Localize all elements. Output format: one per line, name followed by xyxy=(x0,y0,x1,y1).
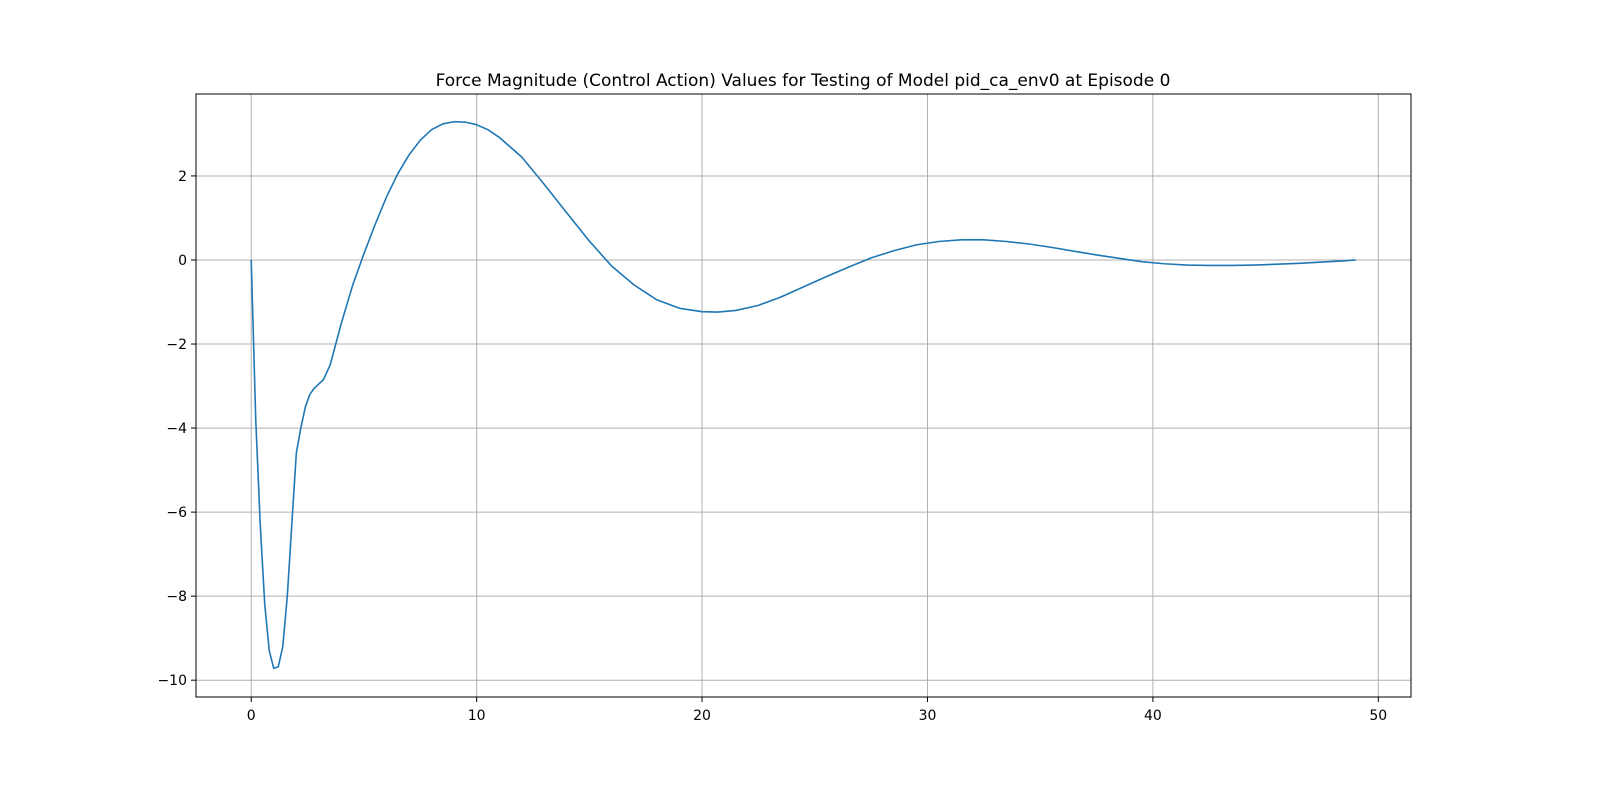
y-tick-label: −2 xyxy=(166,337,187,353)
y-tick-label: −6 xyxy=(166,505,187,521)
y-tick-label: −8 xyxy=(166,589,187,605)
y-tick-label: −10 xyxy=(157,673,187,689)
series-line xyxy=(250,120,1356,670)
x-tick-label: 20 xyxy=(693,708,711,724)
chart-title: Force Magnitude (Control Action) Values … xyxy=(436,71,1171,91)
y-tick-label: 0 xyxy=(178,253,187,269)
x-tick-label: 30 xyxy=(919,708,937,724)
x-axis-ticks: 0 10 20 30 40 50 xyxy=(247,697,1387,724)
x-tick-label: 10 xyxy=(468,708,486,724)
x-tick-label: 0 xyxy=(247,708,256,724)
x-tick-label: 50 xyxy=(1369,708,1387,724)
y-axis-ticks: −10 −8 −6 −4 −2 0 2 xyxy=(157,169,196,689)
x-tick-label: 40 xyxy=(1144,708,1162,724)
plot-frame xyxy=(195,93,1412,698)
y-tick-label: −4 xyxy=(166,421,187,437)
grid-lines xyxy=(196,94,1411,697)
y-tick-label: 2 xyxy=(178,169,187,185)
series-layer xyxy=(250,120,1356,670)
